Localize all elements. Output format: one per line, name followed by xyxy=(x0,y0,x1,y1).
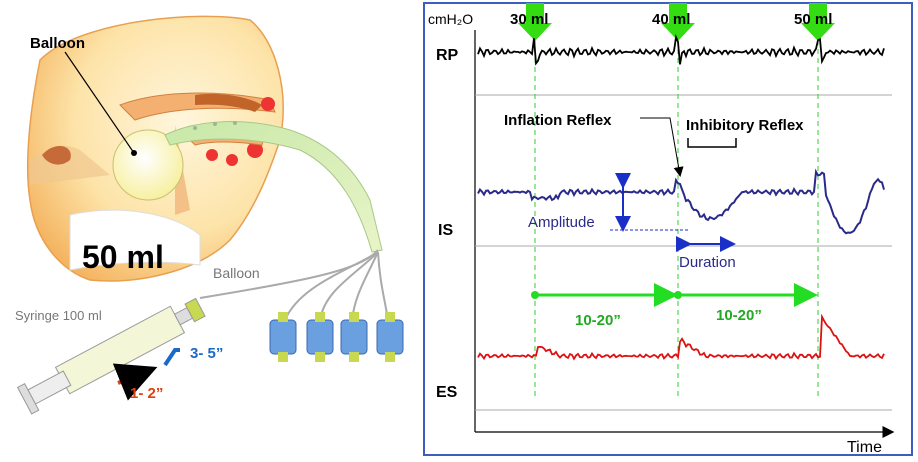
volume-label: 50 ml xyxy=(82,239,164,275)
syringe xyxy=(16,297,206,415)
interval-label: 10-20” xyxy=(575,312,621,329)
channel-label: IS xyxy=(438,222,453,239)
syringe-label: Syringe 100 ml xyxy=(15,308,102,323)
step-fast: 1- 2” xyxy=(130,385,163,402)
channel-label: ES xyxy=(436,384,458,401)
recording-axes xyxy=(474,3,895,438)
transducers xyxy=(269,312,404,362)
volume-marker: 40 ml xyxy=(652,11,690,28)
duration-label: Duration xyxy=(679,254,736,271)
rp-trace xyxy=(477,34,885,66)
volume-marker: 30 ml xyxy=(510,11,548,28)
es-trace xyxy=(477,313,885,361)
unit-label: cmH₂O xyxy=(428,11,473,27)
inflation-reflex-label: Inflation Reflex xyxy=(504,112,612,129)
interval-label: 10-20” xyxy=(716,307,762,324)
tube-label: Balloon xyxy=(213,265,260,281)
step-hold: 3- 5” xyxy=(190,345,223,362)
channel-label: RP xyxy=(436,47,459,64)
recording-panel xyxy=(423,2,913,456)
volume-marker: 50 ml xyxy=(794,11,832,28)
anatomy-illustration xyxy=(16,15,404,415)
x-axis-label: Time xyxy=(847,439,882,456)
balloon-label: Balloon xyxy=(30,35,85,52)
inhibitory-reflex-label: Inhibitory Reflex xyxy=(686,117,804,134)
is-trace xyxy=(477,168,885,235)
amplitude-label: Amplitude xyxy=(528,214,595,231)
